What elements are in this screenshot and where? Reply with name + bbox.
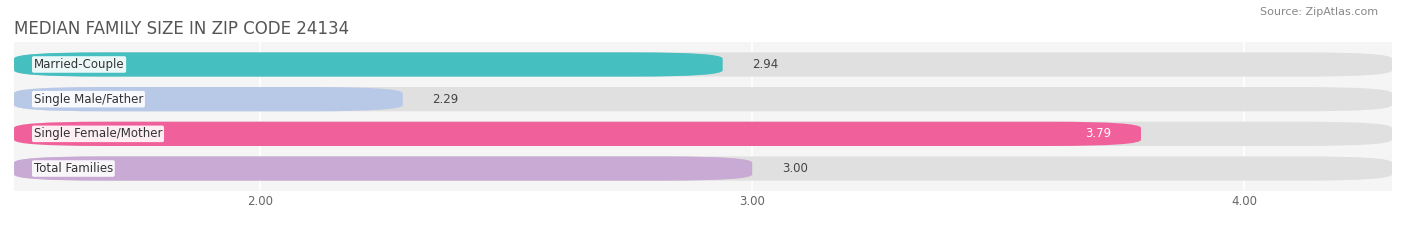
FancyBboxPatch shape <box>14 156 752 181</box>
FancyBboxPatch shape <box>14 122 1142 146</box>
Text: 2.29: 2.29 <box>433 93 458 106</box>
Text: Single Female/Mother: Single Female/Mother <box>34 127 162 140</box>
Text: MEDIAN FAMILY SIZE IN ZIP CODE 24134: MEDIAN FAMILY SIZE IN ZIP CODE 24134 <box>14 20 349 38</box>
Text: Married-Couple: Married-Couple <box>34 58 124 71</box>
FancyBboxPatch shape <box>14 87 402 111</box>
Text: Single Male/Father: Single Male/Father <box>34 93 143 106</box>
Text: 3.00: 3.00 <box>782 162 807 175</box>
FancyBboxPatch shape <box>14 122 1392 146</box>
Text: Total Families: Total Families <box>34 162 112 175</box>
FancyBboxPatch shape <box>14 52 1392 77</box>
Text: 3.79: 3.79 <box>1085 127 1111 140</box>
FancyBboxPatch shape <box>14 156 1392 181</box>
Text: Source: ZipAtlas.com: Source: ZipAtlas.com <box>1260 7 1378 17</box>
Text: 2.94: 2.94 <box>752 58 779 71</box>
FancyBboxPatch shape <box>14 52 723 77</box>
FancyBboxPatch shape <box>14 87 1392 111</box>
